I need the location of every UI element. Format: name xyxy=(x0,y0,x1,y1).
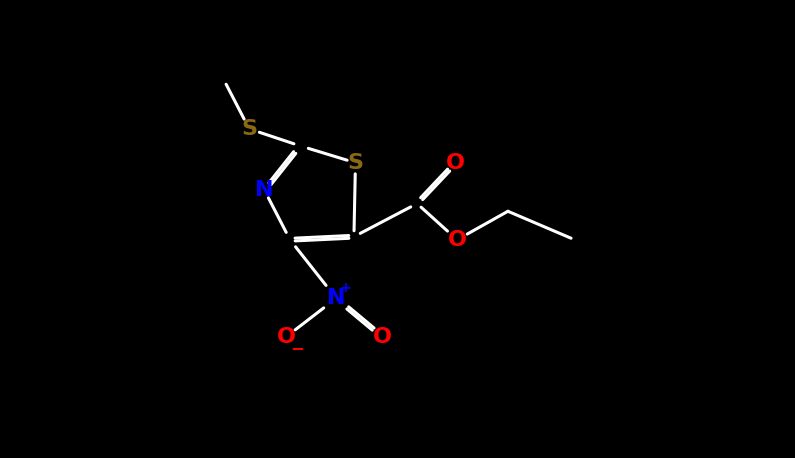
Text: O: O xyxy=(373,327,392,347)
Text: N: N xyxy=(255,180,273,201)
Text: N: N xyxy=(327,288,346,308)
Text: −: − xyxy=(290,339,304,357)
Text: S: S xyxy=(241,119,258,139)
Text: O: O xyxy=(277,327,296,347)
Text: +: + xyxy=(339,281,351,295)
Text: O: O xyxy=(448,230,467,250)
Text: S: S xyxy=(347,153,363,173)
Text: O: O xyxy=(446,153,465,173)
